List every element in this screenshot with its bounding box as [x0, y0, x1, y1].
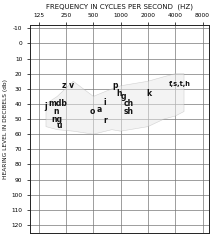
Text: o: o [90, 107, 95, 116]
Text: ng: ng [51, 114, 62, 124]
Text: h: h [116, 89, 121, 98]
Text: z v: z v [62, 81, 74, 90]
Y-axis label: HEARING LEVEL IN DECIBELS (db): HEARING LEVEL IN DECIBELS (db) [3, 79, 9, 179]
Text: a: a [96, 105, 101, 114]
Text: k: k [146, 89, 152, 98]
Text: f,s,t,h: f,s,t,h [169, 81, 191, 87]
Text: sh: sh [124, 107, 134, 116]
Text: u: u [56, 121, 62, 130]
Title: FREQUENCY IN CYCLES PER SECOND  (HZ): FREQUENCY IN CYCLES PER SECOND (HZ) [46, 4, 193, 10]
Text: g: g [121, 92, 126, 101]
Text: ch: ch [123, 99, 134, 109]
Text: i: i [103, 98, 106, 107]
Text: n: n [53, 107, 58, 116]
Text: r: r [104, 116, 107, 125]
Text: mdb: mdb [49, 99, 68, 109]
Polygon shape [46, 74, 184, 134]
Text: j: j [44, 102, 47, 111]
Text: p: p [112, 81, 118, 90]
